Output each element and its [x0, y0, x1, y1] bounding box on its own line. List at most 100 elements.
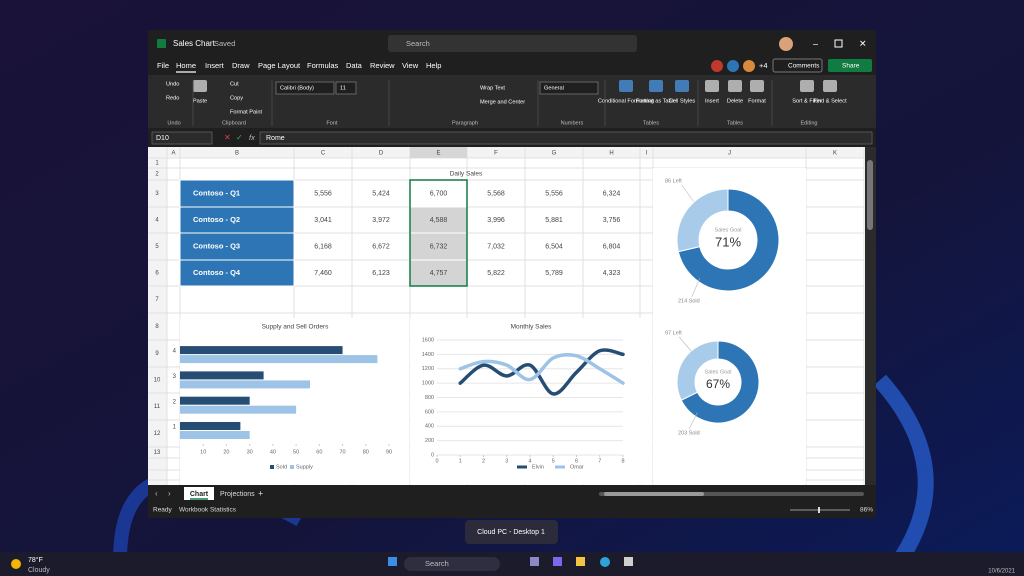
sheet-tab[interactable]: Projections — [220, 491, 255, 498]
menu-item[interactable]: Help — [426, 61, 441, 70]
taskbar-app[interactable] — [553, 557, 562, 566]
ribbon-icon[interactable] — [193, 80, 207, 92]
ribbon-item[interactable]: 11 — [340, 85, 346, 91]
column-header[interactable]: B — [235, 151, 239, 157]
row-header[interactable]: 11 — [154, 404, 161, 410]
avatar[interactable] — [779, 37, 793, 51]
ribbon-item[interactable]: Undo — [166, 81, 179, 87]
taskbar-app[interactable] — [576, 557, 585, 566]
row-header[interactable]: 1 — [155, 161, 159, 167]
ribbon-icon[interactable] — [675, 80, 689, 92]
ribbon-item[interactable]: Cell Styles — [669, 98, 696, 104]
h-scroll-thumb[interactable] — [604, 492, 704, 496]
start-button[interactable] — [388, 557, 397, 566]
cancel-icon[interactable]: ✕ — [224, 133, 231, 142]
column-header[interactable]: I — [646, 151, 648, 157]
row-header[interactable]: 10 — [154, 378, 161, 384]
status-stats[interactable]: Workbook Statistics — [179, 507, 237, 514]
ribbon-dropdown[interactable] — [335, 81, 357, 95]
sheet-tab[interactable]: Chart — [190, 491, 209, 498]
ribbon-item[interactable]: Cut — [230, 81, 239, 87]
column-header[interactable]: J — [728, 151, 731, 157]
active-tab[interactable] — [184, 487, 214, 500]
column-header[interactable]: E — [436, 151, 440, 157]
row-header[interactable]: 5 — [155, 244, 159, 250]
ribbon-icon[interactable] — [823, 80, 837, 92]
ribbon-item[interactable]: Paste — [193, 98, 207, 104]
ribbon-icon[interactable] — [649, 80, 663, 92]
ribbon-icon[interactable] — [750, 80, 764, 92]
column-header[interactable]: K — [833, 151, 837, 157]
donut-center-value: 67% — [706, 377, 730, 391]
column-header[interactable]: H — [609, 151, 613, 157]
ribbon-dropdown[interactable] — [539, 81, 599, 95]
tab-prev[interactable]: ‹ — [155, 489, 158, 498]
ribbon-icon[interactable] — [619, 80, 633, 92]
name-box[interactable] — [151, 131, 213, 145]
zoom-thumb[interactable] — [818, 507, 820, 513]
comments-button[interactable] — [772, 58, 823, 73]
taskbar-app[interactable] — [624, 557, 633, 566]
row-header[interactable]: 7 — [155, 297, 159, 303]
ribbon-item[interactable]: Merge and Center — [480, 99, 525, 105]
row-header[interactable]: 8 — [155, 324, 159, 330]
menu-item[interactable]: Draw — [232, 61, 250, 70]
table-value: 4,757 — [430, 270, 448, 277]
column-header[interactable]: G — [552, 151, 557, 157]
ribbon-item[interactable]: Delete — [727, 98, 743, 104]
ribbon-item[interactable]: Insert — [705, 98, 719, 104]
ribbon-dropdown[interactable] — [275, 81, 335, 95]
column-header[interactable]: A — [171, 151, 175, 157]
taskbar-app[interactable] — [530, 557, 539, 566]
formula-input[interactable] — [259, 131, 873, 145]
table-label: Contoso - Q1 — [193, 188, 240, 197]
column-header[interactable]: D — [379, 151, 384, 157]
row-header[interactable]: 12 — [154, 431, 161, 437]
column-header[interactable]: C — [321, 151, 326, 157]
ribbon-item[interactable]: Sort & Filter — [792, 98, 822, 104]
menu-item[interactable]: Formulas — [307, 61, 339, 70]
ribbon-item[interactable]: Find & Select — [813, 98, 847, 104]
menu-item[interactable]: Data — [346, 61, 363, 70]
ribbon-icon[interactable] — [705, 80, 719, 92]
taskbar-search[interactable] — [404, 557, 500, 571]
menu-item[interactable]: Page Layout — [258, 61, 301, 70]
tab-next[interactable]: › — [168, 489, 171, 498]
ribbon-item[interactable]: Calibri (Body) — [280, 85, 314, 91]
row-header[interactable]: 4 — [155, 218, 159, 224]
row-header[interactable]: 6 — [155, 271, 159, 277]
ribbon-item[interactable]: Format as Table — [636, 98, 676, 104]
close[interactable]: ✕ — [859, 38, 867, 48]
name-box-text: D10 — [156, 135, 169, 142]
menu-item[interactable]: View — [402, 61, 419, 70]
menu-item[interactable]: File — [157, 61, 169, 70]
row-header[interactable]: 9 — [155, 351, 159, 357]
x-tick-label: 4 — [528, 458, 531, 464]
search-box[interactable] — [388, 35, 637, 52]
share-button[interactable] — [828, 59, 872, 72]
menu-item[interactable]: Insert — [205, 61, 225, 70]
ribbon-item[interactable]: General — [544, 85, 564, 91]
row-header[interactable]: 3 — [155, 191, 159, 197]
ribbon-item[interactable]: Format Paint — [230, 109, 262, 115]
add-sheet[interactable]: + — [258, 488, 263, 498]
taskbar-app[interactable] — [600, 557, 610, 567]
row-header[interactable]: 2 — [155, 172, 159, 178]
menu-item[interactable]: Review — [370, 61, 395, 70]
scrollbar[interactable] — [865, 147, 876, 485]
menu-item[interactable]: Home — [176, 61, 196, 70]
column-header[interactable]: F — [494, 151, 498, 157]
ribbon-item[interactable]: Redo — [166, 95, 179, 101]
scroll-thumb[interactable] — [867, 160, 873, 230]
minimize[interactable]: – — [813, 38, 818, 48]
ribbon-item[interactable]: Wrap Text — [480, 85, 505, 91]
ribbon-item[interactable]: Format — [748, 98, 766, 104]
ribbon-item[interactable]: Conditional Formatting — [598, 98, 654, 104]
ribbon-item[interactable]: Copy — [230, 95, 243, 101]
row-header[interactable]: 13 — [154, 450, 161, 456]
save-status[interactable]: Saved — [214, 39, 235, 48]
ribbon-icon[interactable] — [800, 80, 814, 92]
enter-icon[interactable]: ✓ — [236, 133, 243, 142]
maximize[interactable] — [834, 39, 843, 48]
ribbon-icon[interactable] — [728, 80, 742, 92]
